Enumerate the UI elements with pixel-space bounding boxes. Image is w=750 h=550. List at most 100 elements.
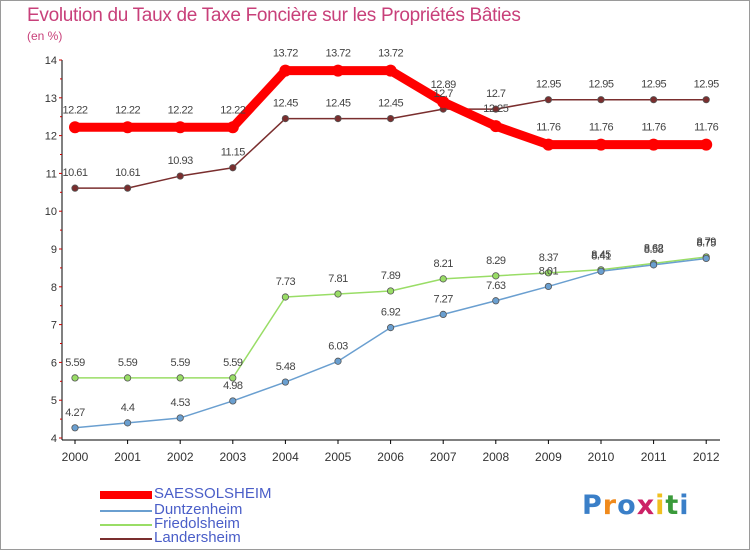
data-point (386, 287, 395, 295)
data-point (71, 184, 79, 192)
data-point (71, 374, 79, 382)
x-tick-label: 2002 (167, 450, 194, 464)
data-point (229, 397, 237, 405)
x-tick-label: 2010 (588, 450, 615, 464)
logo-letter: t (665, 490, 680, 521)
data-point (489, 120, 502, 133)
data-label: 12.45 (378, 98, 403, 110)
data-point (649, 96, 658, 104)
data-point (544, 96, 553, 104)
data-label: 8.37 (539, 252, 559, 264)
data-point (226, 121, 239, 134)
data-point (334, 290, 342, 298)
data-point (124, 419, 132, 427)
x-tick-label: 2012 (693, 450, 720, 464)
x-tick-label: 2007 (430, 450, 457, 464)
data-point (439, 310, 447, 318)
data-label: 12.22 (220, 104, 245, 116)
data-point (492, 297, 500, 305)
y-tick-label: 4 (51, 433, 57, 445)
data-point (647, 138, 660, 151)
data-label: 7.73 (276, 276, 296, 288)
data-point (69, 121, 81, 134)
data-label: 6.92 (381, 307, 401, 319)
data-point (544, 269, 553, 277)
data-label: 5.59 (170, 357, 190, 369)
y-tick-label: 7 (51, 320, 57, 332)
data-label: 12.7 (433, 88, 453, 100)
data-point (384, 64, 397, 77)
data-point (334, 114, 342, 123)
data-label: 11.76 (536, 122, 561, 134)
data-label: 4.4 (121, 402, 135, 414)
data-point (597, 267, 605, 275)
data-label: 12.22 (62, 104, 87, 116)
data-label: 10.61 (62, 167, 87, 179)
y-tick-label: 13 (45, 93, 57, 105)
data-point (544, 282, 553, 291)
data-label: 12.7 (486, 88, 506, 100)
x-tick-label: 2009 (535, 450, 562, 464)
y-tick-label: 8 (51, 282, 57, 294)
y-tick-label: 5 (51, 395, 57, 407)
data-label: 12.45 (273, 98, 298, 110)
data-label: 5.59 (118, 357, 138, 369)
data-label: 8.01 (539, 265, 559, 277)
data-label: 8.75 (696, 237, 716, 249)
data-point (386, 114, 395, 123)
chart-title: Evolution du Taux de Taxe Foncière sur l… (27, 5, 521, 26)
logo-letter: x (636, 490, 656, 521)
data-label: 5.48 (276, 361, 296, 373)
data-point (386, 324, 395, 332)
data-point (700, 138, 713, 151)
data-label: 12.22 (168, 104, 193, 116)
legend-swatch (100, 510, 152, 512)
data-label: 4.53 (170, 397, 190, 409)
data-point (121, 121, 134, 134)
data-point (332, 64, 344, 77)
data-point (176, 172, 184, 180)
data-label: 7.63 (486, 280, 506, 292)
y-tick-label: 14 (45, 55, 57, 67)
data-point (71, 424, 79, 432)
data-label: 10.61 (115, 167, 140, 179)
data-label: 12.89 (431, 79, 456, 91)
data-point (229, 164, 237, 172)
data-label: 8.41 (591, 250, 611, 262)
x-tick-label: 2005 (325, 450, 352, 464)
data-label: 8.21 (433, 258, 453, 270)
proxiti-logo: Proxiti (582, 490, 690, 521)
data-point (176, 374, 184, 382)
x-tick-label: 2011 (641, 450, 667, 464)
data-label: 12.95 (588, 79, 613, 91)
data-point (437, 95, 450, 108)
data-point (229, 374, 237, 382)
data-label: 5.59 (65, 357, 85, 369)
y-tick-label: 12 (45, 131, 57, 143)
data-label: 13.72 (273, 48, 298, 60)
y-tick-label: 11 (46, 168, 57, 180)
data-point (595, 138, 607, 151)
logo-letter: i (679, 490, 690, 521)
logo-letter: o (617, 490, 637, 521)
data-point (492, 272, 500, 280)
data-point (702, 96, 710, 104)
data-point (542, 138, 555, 151)
data-point (334, 357, 342, 365)
data-point (281, 114, 289, 123)
data-label: 12.25 (483, 103, 508, 115)
x-tick-label: 2001 (114, 450, 141, 464)
data-point (649, 261, 658, 269)
data-label: 8.79 (696, 236, 716, 248)
data-point (281, 293, 289, 301)
logo-letter: r (602, 490, 618, 521)
legend-swatch (100, 491, 152, 499)
data-label: 13.72 (378, 48, 403, 60)
logo-letter: i (655, 490, 666, 521)
data-label: 7.89 (381, 270, 401, 282)
x-tick-label: 2008 (482, 450, 509, 464)
legend-swatch (100, 524, 152, 526)
data-label: 11.76 (589, 122, 614, 134)
x-tick-label: 2003 (219, 450, 246, 464)
legend-label: SAESSOLSHEIM (154, 485, 272, 502)
